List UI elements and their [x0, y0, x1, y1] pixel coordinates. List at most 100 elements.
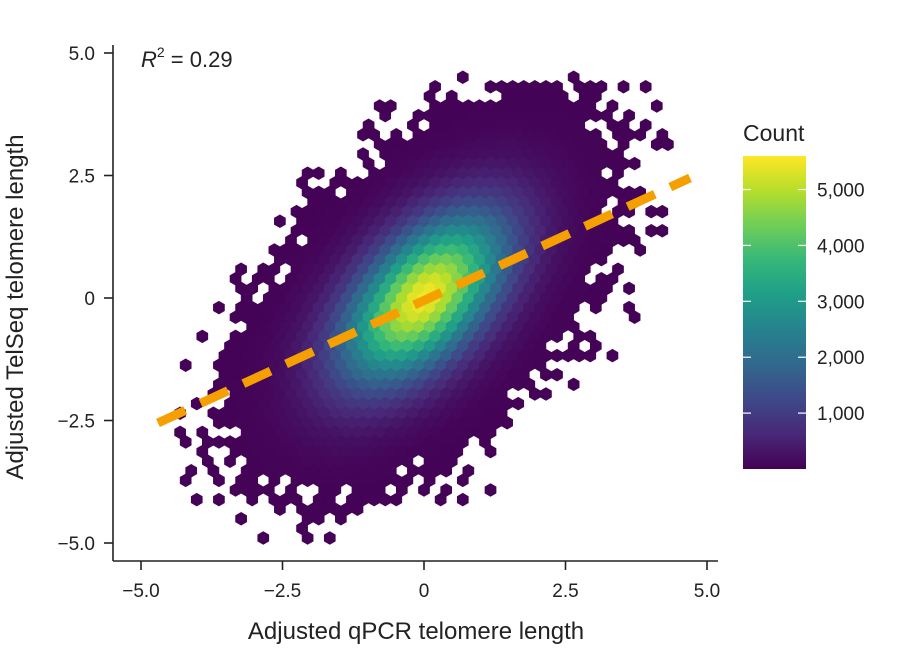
hexbin-cell [484, 80, 497, 94]
hexbin-cell [540, 368, 552, 382]
hexbin-cell [662, 137, 674, 152]
y-axis-ticks: −5.0 −2.5 0 2.5 5.0 [57, 44, 113, 555]
hexbin-cell [213, 300, 225, 315]
hexbin-cell [656, 224, 669, 238]
hexbin-cell [257, 531, 270, 545]
hexbin-cell [562, 348, 574, 363]
hexbin-cell [274, 214, 286, 228]
hexbin-cell [529, 387, 541, 401]
y-axis-title: Adjusted TelSeq telomere length [2, 134, 29, 479]
r-squared-annotation: R2 = 0.29 [141, 44, 233, 72]
hexbin-cell [368, 492, 380, 507]
y-tick-label: −2.5 [57, 412, 95, 433]
colorbar-tick-label: 4,000 [817, 236, 865, 257]
hexbin-cell [456, 473, 469, 488]
hexbin-cell [274, 502, 286, 516]
hexbin-cell [379, 108, 392, 123]
hexbin-cell [650, 137, 663, 152]
hexbin-cell [235, 512, 247, 526]
hexbin-cell [179, 473, 192, 488]
colorbar-ticks: 1,000 2,000 3,000 4,000 5,000 [743, 181, 865, 425]
hexbin-cell [573, 348, 586, 363]
hexbin-cell [639, 80, 652, 94]
hexbin-cell [634, 128, 647, 142]
hexbin-cell [551, 329, 563, 344]
hexbin-cell [650, 99, 663, 113]
hexbin-cell [595, 252, 608, 267]
hexbin-cell [224, 416, 236, 430]
hexbin-cell [312, 166, 325, 180]
hexbin-cell [312, 512, 325, 526]
hexbin-cell [606, 348, 619, 363]
hexbin-cell [179, 358, 192, 372]
hexbin-cell [645, 224, 658, 238]
colorbar-tick-label: 1,000 [817, 404, 865, 425]
hexbin-cell [213, 492, 225, 507]
hexbin-cell [617, 233, 630, 248]
hexbin-cell [628, 310, 641, 324]
x-axis-title: Adjusted qPCR telomere length [248, 618, 584, 645]
hexbin-cell [301, 531, 314, 545]
colorbar-tick-label: 3,000 [817, 292, 865, 313]
hexbin-cell [224, 454, 236, 468]
x-axis-ticks: −5.0 −2.5 0 2.5 5.0 [122, 561, 720, 602]
hexbin-cell [623, 281, 635, 296]
colorbar: Count 1,000 2,000 3,000 4,000 5,000 [743, 120, 865, 469]
hexbin-cell [628, 156, 641, 171]
hexbin-cell [567, 377, 580, 392]
hexbin-cell [540, 387, 552, 401]
hexbin-cell [645, 204, 658, 219]
hexbin-cell [418, 483, 430, 497]
x-tick-label: 2.5 [552, 581, 578, 602]
hexbin-cell [551, 348, 563, 363]
hexbin-cell [213, 416, 225, 430]
y-tick-label: −5.0 [57, 534, 95, 555]
y-tick-label: 5.0 [69, 44, 95, 65]
hexbin-cell [512, 396, 525, 411]
regression-line [156, 173, 692, 428]
hexbin-cell [301, 473, 314, 488]
hexbin-cell [246, 492, 259, 507]
hexbin-cell [213, 435, 225, 449]
hexbin-cell [456, 492, 469, 507]
hexbin-cell [179, 435, 192, 449]
colorbar-tick-label: 5,000 [817, 181, 865, 202]
hexbin-cell [440, 464, 453, 478]
hexbin-cell [551, 368, 563, 382]
hexbin-cell [501, 416, 513, 430]
hexbin-cell [229, 483, 242, 497]
hexbin-cell [213, 473, 225, 488]
x-tick-label: 0 [419, 581, 430, 602]
hexbin-density-layer [174, 70, 674, 545]
y-tick-label: 2.5 [69, 167, 95, 188]
hexbin-cell [229, 310, 242, 324]
hexbin-cell [390, 492, 403, 507]
hexbin-cell [196, 329, 209, 344]
x-tick-label: 5.0 [694, 581, 720, 602]
hexbin-cell [617, 80, 630, 94]
hexbin-cell [484, 444, 497, 459]
colorbar-scale [743, 156, 806, 469]
hexbin-cell [589, 108, 602, 123]
hexbin-cell [351, 502, 364, 516]
x-tick-label: −2.5 [264, 581, 302, 602]
hexbin-cell [584, 348, 597, 363]
hexbin-cell [484, 483, 497, 497]
colorbar-tick-label: 2,000 [817, 348, 865, 369]
hexbin-cell [456, 70, 469, 84]
colorbar-title: Count [743, 120, 805, 146]
hexbin-cell [190, 492, 203, 507]
hexbin-cell [512, 377, 525, 392]
hexbin-cell [589, 300, 602, 315]
axes: −5.0 −2.5 0 2.5 5.0 −5.0 −2.5 0 2.5 5.0 [57, 44, 720, 602]
hexbin-cell [656, 204, 669, 219]
hexbin-cell [379, 492, 392, 507]
hexbin-cell [335, 512, 347, 526]
hexbin-cell [634, 243, 647, 257]
hexbin-cell [434, 492, 447, 507]
y-tick-label: 0 [84, 289, 95, 310]
x-tick-label: −5.0 [122, 581, 160, 602]
hexbin-cell [357, 128, 369, 142]
hexbin-cell [323, 531, 336, 545]
